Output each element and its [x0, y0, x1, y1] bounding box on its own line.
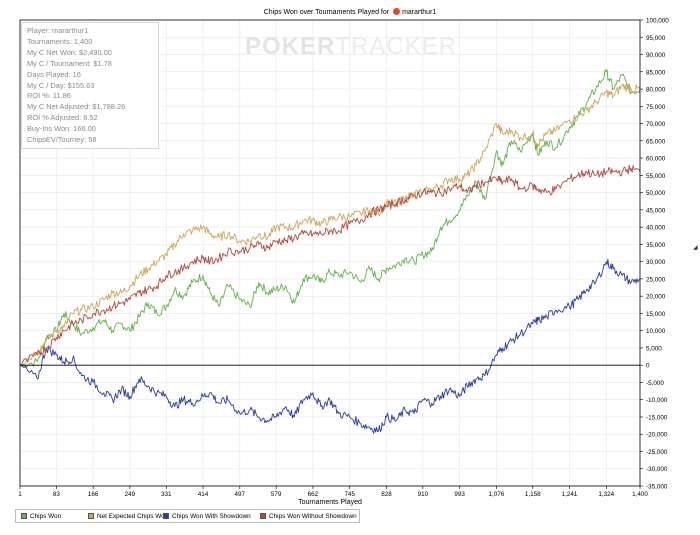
x-tick-label: 249: [125, 491, 136, 498]
y-tick-label: -10,000: [646, 397, 668, 404]
y-tick-label: 50,000: [646, 190, 666, 197]
x-tick-label: 993: [454, 491, 465, 498]
legend-label: Chips Won Without Showdown: [269, 513, 357, 520]
y-tick-label: 45,000: [646, 207, 666, 214]
stats-box: Player: mararthur1 Tournaments: 1,400 My C…: [21, 22, 159, 149]
y-tick-label: -30,000: [646, 466, 668, 473]
grid-layer: [19, 19, 641, 487]
watermark-right: TRACKER: [335, 33, 458, 60]
y-tick-label: 20,000: [646, 294, 666, 301]
legend-label: Chips Won With Showdown: [172, 513, 251, 520]
series-line-with-showdown: [19, 258, 641, 434]
y-tick-label: -20,000: [646, 432, 668, 439]
chart-title-player: mararthur1: [402, 9, 437, 16]
stat-line: ROI % Adjusted: 8.52: [27, 113, 98, 123]
x-tick-label: 166: [88, 491, 99, 498]
y-tick-label: -35,000: [646, 484, 668, 491]
chart-title: Chips Won over Tournaments Played for ma…: [0, 8, 700, 16]
legend-swatch: [88, 513, 94, 519]
x-axis-label: Tournaments Played: [298, 499, 362, 506]
y-tick-label: 25,000: [646, 276, 666, 283]
y-tick-label: 60,000: [646, 156, 666, 163]
chart-title-prefix: Chips Won over Tournaments Played for: [263, 9, 390, 16]
y-tick-label: 0: [646, 363, 650, 370]
x-tick-label: 83: [53, 491, 61, 498]
x-tick-label: 579: [271, 491, 282, 498]
y-tick-label: -25,000: [646, 449, 668, 456]
y-tick-label: 80,000: [646, 87, 666, 94]
legend-swatch: [163, 513, 169, 519]
stat-line: ChipsEV/Tourney: 58: [27, 135, 97, 145]
y-tick-label: 95,000: [646, 35, 666, 42]
x-tick-label: 662: [308, 491, 319, 498]
y-tick-label: 75,000: [646, 104, 666, 111]
stat-line: ROI %: 11.86: [27, 91, 71, 101]
y-tick-label: 5,000: [646, 345, 662, 352]
x-tick-label: 1,158: [525, 491, 541, 498]
y-tick-label: 40,000: [646, 225, 666, 232]
y-tick-label: 55,000: [646, 173, 666, 180]
legend-label: Chips Won: [30, 513, 62, 520]
legend-swatch: [21, 513, 27, 519]
resize-handle-icon[interactable]: ◢: [693, 245, 698, 251]
y-tick-label: 35,000: [646, 242, 666, 249]
y-tick-label: 65,000: [646, 138, 666, 145]
axis-layer: -35,000 -30,000 -25,000 -20,000 -15,000 -10,0…: [18, 18, 669, 499]
legend-swatch: [260, 513, 266, 519]
legend-item[interactable]: Chips Won: [21, 513, 61, 520]
series-line-chips-won: [19, 69, 641, 368]
x-tick-label: 1,324: [598, 491, 614, 498]
stat-line: Buy-Ins Won: 166.00: [27, 124, 96, 134]
stat-line: My C / Tournament: $1.78: [27, 58, 112, 68]
x-tick-label: 828: [381, 491, 392, 498]
plot-frame: [19, 19, 641, 487]
pokertracker-logo-icon: [393, 8, 401, 15]
legend-item[interactable]: Chips Won With Showdown: [163, 513, 251, 520]
x-tick-label: 745: [344, 491, 355, 498]
y-tick-label: 70,000: [646, 121, 666, 128]
stat-line: Tournaments: 1,400: [27, 36, 93, 46]
stat-line: My C Net Adjusted: $1,788.26: [27, 102, 126, 112]
chart-legend: Chips Won Net Expected Chips Won Chips Won…: [15, 509, 360, 523]
legend-item[interactable]: Net Expected Chips Won: [88, 513, 168, 520]
x-tick-label: 331: [161, 491, 172, 498]
y-tick-label: 30,000: [646, 259, 666, 266]
series-line-net-expected: [19, 83, 641, 368]
legend-label: Net Expected Chips Won: [97, 513, 169, 520]
y-tick-label: 15,000: [646, 311, 666, 318]
y-tick-label: 100,000: [646, 18, 669, 25]
series-line-without-showdown: [19, 164, 641, 366]
x-tick-label: 1,076: [489, 491, 505, 498]
y-tick-label: 10,000: [646, 328, 666, 335]
series-layer: [19, 69, 641, 434]
x-tick-label: 1: [18, 491, 22, 498]
y-tick-label: 90,000: [646, 52, 666, 59]
x-tick-label: 414: [198, 491, 209, 498]
pokertracker-watermark: POKERTRACKER: [245, 33, 457, 61]
stat-line: Player: mararthur1: [27, 26, 89, 35]
x-tick-label: 497: [235, 491, 246, 498]
watermark-left: POKER: [245, 33, 336, 60]
stat-line: My C Net Won: $2,490.00: [27, 47, 112, 57]
y-tick-label: -15,000: [646, 414, 668, 421]
x-tick-label: 910: [418, 491, 429, 498]
x-tick-label: 1,241: [562, 491, 578, 498]
y-tick-label: -5,000: [646, 380, 664, 387]
y-tick-label: 85,000: [646, 69, 666, 76]
stat-line: Days Played: 16: [27, 69, 81, 79]
stat-line: My C / Day: $155.63: [27, 80, 95, 90]
legend-item[interactable]: Chips Won Without Showdown: [260, 513, 357, 520]
x-tick-label: 1,400: [632, 491, 648, 498]
